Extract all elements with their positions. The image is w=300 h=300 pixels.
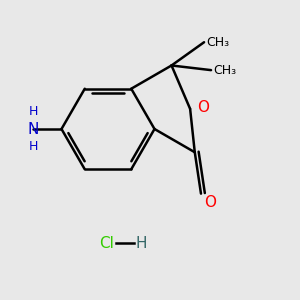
Text: N: N [27,122,39,136]
Text: Cl: Cl [99,236,114,250]
Text: H: H [136,236,147,250]
Text: O: O [205,195,217,210]
Text: CH₃: CH₃ [206,36,230,49]
Text: H: H [28,140,38,153]
Text: CH₃: CH₃ [213,64,237,76]
Text: O: O [197,100,209,116]
Text: H: H [28,105,38,118]
